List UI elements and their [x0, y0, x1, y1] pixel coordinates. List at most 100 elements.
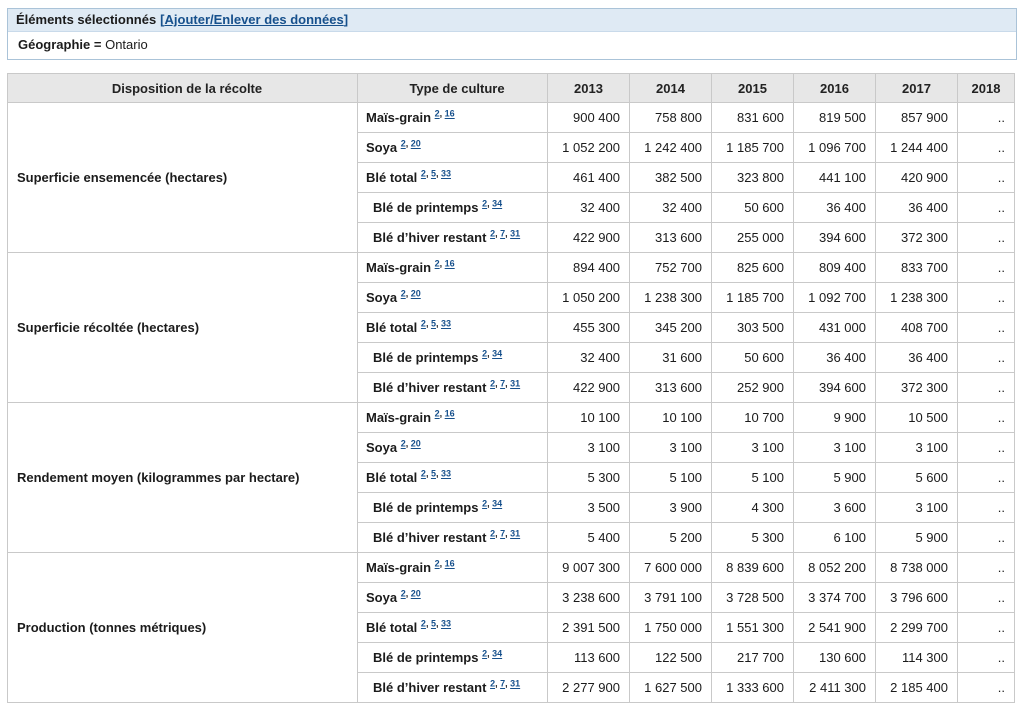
data-cell: 9 900 [793, 402, 876, 433]
data-cell: 9 007 300 [547, 552, 630, 583]
footnote-link[interactable]: 2 [420, 168, 426, 179]
crop-label: Maïs-grain [366, 260, 432, 275]
footnote-link[interactable]: 2 [400, 588, 406, 599]
data-cell: 255 000 [711, 222, 794, 253]
data-cell: 5 900 [875, 522, 958, 553]
data-cell: 32 400 [547, 342, 630, 373]
footnote-link[interactable]: 16 [444, 108, 455, 119]
footnote-link[interactable]: 20 [410, 438, 421, 449]
table-row: Blé total 2, 5, 33 5 300 5 100 5 100 5 900 5 … [8, 462, 1015, 493]
data-cell: 3 100 [547, 432, 630, 463]
col-header-year-2014: 2014 [629, 73, 712, 103]
footnote-link[interactable]: 2 [490, 678, 496, 689]
crop-type-cell: Blé de printemps 2, 34 [357, 642, 548, 673]
crop-footnotes: 2, 5, 33 [420, 468, 451, 479]
data-cell: .. [957, 372, 1015, 403]
data-cell: 36 400 [875, 342, 958, 373]
footnote-link[interactable]: 16 [444, 258, 455, 269]
data-cell: 5 900 [793, 462, 876, 493]
data-cell: 1 242 400 [629, 132, 712, 163]
footnote-link[interactable]: 16 [444, 558, 455, 569]
footnote-link[interactable]: 2 [420, 468, 426, 479]
crop-footnotes: 2, 34 [482, 648, 503, 659]
data-cell: 32 400 [629, 192, 712, 223]
footnote-link[interactable]: 2 [482, 198, 488, 209]
footnote-link[interactable]: 7 [500, 678, 506, 689]
data-cell: 3 374 700 [793, 582, 876, 613]
data-cell: 3 796 600 [875, 582, 958, 613]
data-cell: 5 300 [547, 462, 630, 493]
table-row: Blé total 2, 5, 33 461 400 382 500 323 800 4… [8, 162, 1015, 193]
data-cell: 1 750 000 [629, 612, 712, 643]
group-label-cell: Rendement moyen (kilogrammes par hectare… [7, 402, 358, 553]
footnote-link[interactable]: 2 [420, 318, 426, 329]
data-cell: .. [957, 492, 1015, 523]
crop-footnotes: 2, 20 [400, 438, 421, 449]
footnote-link[interactable]: 7 [500, 228, 506, 239]
data-cell: .. [957, 162, 1015, 193]
geography-filter-row: Géographie = Ontario [8, 32, 1016, 59]
crop-type-cell: Soya 2, 20 [357, 132, 548, 163]
footnote-link[interactable]: 5 [430, 618, 436, 629]
footnote-link[interactable]: 20 [410, 588, 421, 599]
data-cell: 10 700 [711, 402, 794, 433]
footnote-link[interactable]: 33 [440, 168, 451, 179]
footnote-link[interactable]: 33 [440, 318, 451, 329]
table-row: Soya 2, 20 1 052 200 1 242 400 1 185 700 1 0… [8, 132, 1015, 163]
footnote-link[interactable]: 34 [492, 198, 503, 209]
footnote-link[interactable]: 31 [510, 228, 521, 239]
footnote-link[interactable]: 34 [492, 348, 503, 359]
footnote-link[interactable]: 7 [500, 378, 506, 389]
data-cell: .. [957, 582, 1015, 613]
crop-type-cell: Soya 2, 20 [357, 582, 548, 613]
footnote-link[interactable]: 5 [430, 168, 436, 179]
table-row: Superficie récoltée (hectares) Maïs-grain… [7, 252, 1015, 403]
footnote-link[interactable]: 2 [482, 348, 488, 359]
footnote-link[interactable]: 2 [400, 288, 406, 299]
data-cell: 313 600 [629, 222, 712, 253]
add-remove-data-link[interactable]: Ajouter/Enlever des données [164, 12, 344, 27]
footnote-link[interactable]: 20 [410, 138, 421, 149]
footnote-link[interactable]: 2 [490, 228, 496, 239]
data-cell: .. [957, 402, 1015, 433]
footnote-link[interactable]: 2 [400, 438, 406, 449]
crop-label: Blé de printemps [373, 650, 479, 665]
footnote-link[interactable]: 2 [434, 408, 440, 419]
data-cell: 10 100 [547, 402, 630, 433]
data-cell: 2 391 500 [547, 612, 630, 643]
footnote-link[interactable]: 31 [510, 528, 521, 539]
table-row: Production (tonnes métriques) Maïs-grain … [7, 552, 1015, 703]
footnote-link[interactable]: 31 [510, 678, 521, 689]
data-cell: 2 185 400 [875, 672, 958, 703]
crop-type-cell: Blé total 2, 5, 33 [357, 612, 548, 643]
footnote-link[interactable]: 34 [492, 648, 503, 659]
footnote-link[interactable]: 34 [492, 498, 503, 509]
crop-footnotes: 2, 7, 31 [490, 678, 521, 689]
footnote-link[interactable]: 31 [510, 378, 521, 389]
footnote-link[interactable]: 2 [434, 108, 440, 119]
table-row: Blé d’hiver restant 2, 7, 31 422 900 313 6… [8, 222, 1015, 253]
crop-footnotes: 2, 20 [400, 588, 421, 599]
footnote-link[interactable]: 2 [434, 258, 440, 269]
footnote-link[interactable]: 33 [440, 618, 451, 629]
footnote-link[interactable]: 2 [482, 648, 488, 659]
data-cell: 5 400 [547, 522, 630, 553]
footnote-link[interactable]: 2 [490, 528, 496, 539]
footnote-link[interactable]: 2 [490, 378, 496, 389]
data-cell: .. [957, 552, 1015, 583]
crop-label: Blé d’hiver restant [373, 380, 487, 395]
data-cell: 50 600 [711, 192, 794, 223]
crop-type-cell: Blé d’hiver restant 2, 7, 31 [357, 522, 548, 553]
footnote-link[interactable]: 20 [410, 288, 421, 299]
footnote-link[interactable]: 2 [434, 558, 440, 569]
footnote-link[interactable]: 5 [430, 318, 436, 329]
data-cell: .. [957, 132, 1015, 163]
footnote-link[interactable]: 7 [500, 528, 506, 539]
footnote-link[interactable]: 2 [482, 498, 488, 509]
footnote-link[interactable]: 2 [420, 618, 426, 629]
footnote-link[interactable]: 5 [430, 468, 436, 479]
footnote-link[interactable]: 2 [400, 138, 406, 149]
footnote-link[interactable]: 33 [440, 468, 451, 479]
footnote-link[interactable]: 16 [444, 408, 455, 419]
table-row: Soya 2, 20 1 050 200 1 238 300 1 185 700 1 0… [8, 282, 1015, 313]
